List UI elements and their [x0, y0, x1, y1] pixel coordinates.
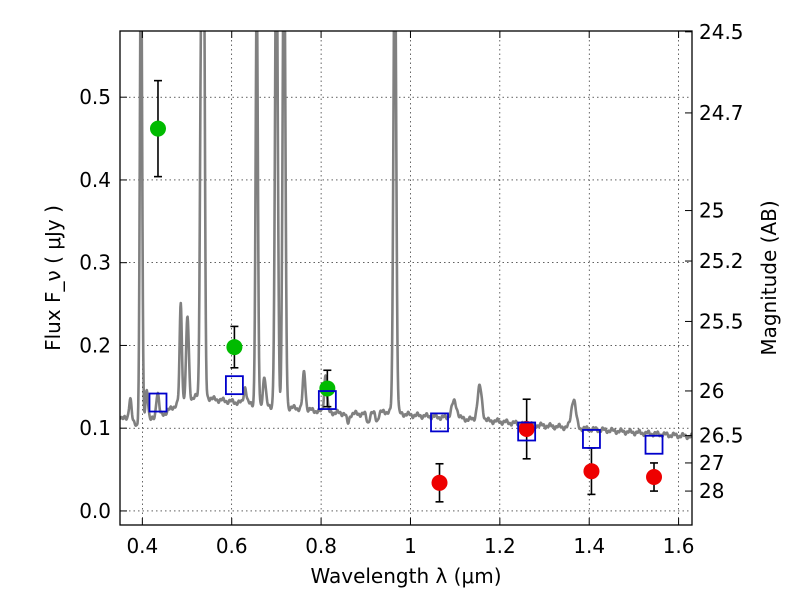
y-tick-label: 0.1: [79, 416, 111, 440]
model-band-marker: [224, 375, 244, 396]
right-tick-label: 26.5: [699, 424, 744, 448]
y-axis-label: Flux F_ν ( μJy ): [41, 205, 65, 351]
data-point-marker: [431, 474, 448, 491]
x-tick-label: 0.4: [126, 534, 158, 558]
x-axis-label: Wavelength λ (μm): [310, 564, 501, 588]
data-point-marker: [646, 469, 663, 486]
x-tick-label: 1.6: [663, 534, 695, 558]
model-band-marker: [644, 434, 664, 455]
x-tick-label: 0.6: [216, 534, 248, 558]
data-point-marker: [518, 421, 535, 438]
right-tick-label: 24.5: [699, 20, 744, 44]
y-tick-label: 0.4: [79, 168, 111, 192]
data-point-marker: [149, 120, 166, 137]
right-tick-label: 26: [699, 379, 724, 403]
x-tick-label: 1.4: [573, 534, 605, 558]
data-point-marker: [226, 339, 243, 356]
y-tick-label: 0.0: [79, 499, 111, 523]
x-tick-label: 1.2: [484, 534, 516, 558]
x-tick-label: 1: [404, 534, 417, 558]
y-tick-label: 0.5: [79, 85, 111, 109]
model-spectrum-line: [120, 31, 692, 441]
model-band-marker: [148, 392, 168, 413]
right-tick-label: 25.2: [699, 249, 744, 273]
model-band-marker: [317, 390, 337, 410]
right-tick-label: 24.7: [699, 101, 744, 125]
axis-ticks: 0.4 0.6 0.8 1 1.2 1.4 1.6 0.0 0.1 0.2 0.3 0.4 0.5 24.…: [79, 20, 743, 558]
right-tick-label: 28: [699, 479, 724, 503]
data-point-marker: [319, 380, 336, 397]
plot-area: [120, 31, 692, 503]
x-tick-label: 0.8: [305, 534, 337, 558]
model-band-marker: [582, 429, 601, 449]
model-band-marker: [430, 412, 449, 433]
y-tick-label: 0.2: [79, 333, 111, 357]
right-axis-label: Magnitude (AB): [757, 200, 781, 355]
right-tick-label: 25.5: [699, 309, 744, 333]
right-tick-label: 25: [699, 199, 724, 223]
y-tick-label: 0.3: [79, 251, 111, 275]
right-tick-label: 27: [699, 451, 724, 475]
data-point-marker: [583, 463, 600, 480]
model-band-marker: [517, 421, 537, 442]
plot-frame: [119, 30, 693, 526]
